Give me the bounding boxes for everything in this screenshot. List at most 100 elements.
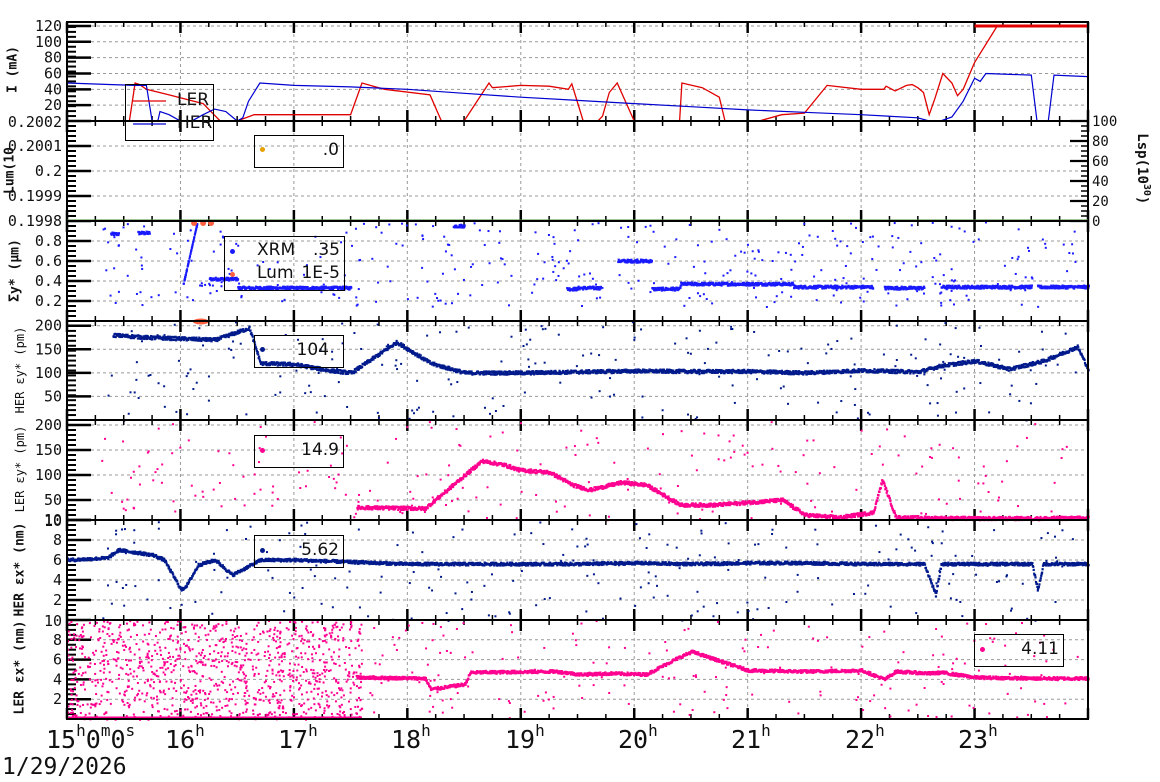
legend-sigma: XRM .35 Lum 1E-5: [224, 236, 345, 291]
y2label-lsp: Lsp(1030): [1134, 133, 1152, 205]
x-tick-16h: 16h: [165, 721, 205, 754]
x-tick-18h: 18h: [391, 721, 431, 754]
y-tick-her_ex: 8: [53, 531, 62, 549]
y-tick-ler_ex: 2: [53, 690, 62, 708]
y-tick-current: 40: [44, 80, 62, 98]
y2-tick: 60: [1092, 154, 1109, 170]
ylabel-sigma: Σy* (μm): [7, 239, 23, 302]
legend-xrm-name: XRM: [257, 240, 296, 260]
y-tick-her_ey: 100: [35, 364, 62, 382]
legend-ler-label: LER: [177, 90, 210, 110]
y-tick-ler_ex: 8: [53, 631, 62, 649]
x-tick-19h: 19h: [505, 721, 545, 754]
y2-tick: 40: [1092, 174, 1109, 190]
lum-marker-icon: [230, 272, 235, 277]
legend-lum: .0: [254, 135, 344, 168]
legend-current: LER HER: [125, 84, 214, 141]
ler-ey-marker-icon: [260, 448, 265, 453]
ler-ex-marker-icon: [980, 647, 985, 652]
panel-frame: [66, 21, 1089, 122]
ylabel-ler-ex: LER εx* (nm): [12, 620, 28, 715]
panel-ler_ey: [65, 419, 1090, 522]
series-her: [66, 72, 1089, 122]
y-tick-sigma: 0.4: [35, 272, 62, 290]
y-tick-ler_ex: 10: [44, 612, 62, 630]
y-tick-lum: 0.2: [35, 162, 62, 180]
y-tick-her_ey: 150: [35, 340, 62, 358]
legend-ler-ey-value: 14.9: [301, 440, 339, 460]
y-tick-sigma: 0.6: [35, 252, 62, 270]
legend-lum-value: .0: [322, 140, 339, 160]
y-tick-lum: 0.2001: [8, 137, 62, 155]
y-tick-current: 20: [44, 96, 62, 114]
y-tick-lum: 0.1998: [8, 212, 62, 230]
y-tick-her_ey: 200: [35, 317, 62, 335]
ylabel-current: I (mA): [5, 46, 21, 93]
panel-frame: [66, 419, 1089, 521]
x-axis-date: 1/29/2026: [2, 754, 127, 780]
y-tick-current: 120: [35, 17, 62, 35]
legend-xrm-value: .35: [312, 240, 340, 260]
y-tick-her_ex: 4: [53, 571, 62, 589]
y-tick-her_ey: 50: [44, 387, 62, 405]
legend-current-lines: [133, 100, 166, 125]
y-tick-ler_ey: 10: [44, 511, 62, 529]
panel-sigma: [65, 220, 1090, 325]
legend-lum2-name: Lum: [257, 263, 294, 283]
y-tick-sigma: 0.8: [35, 232, 62, 250]
her-ex-marker-icon: [260, 548, 265, 553]
y-tick-her_ex: 2: [53, 591, 62, 609]
y-tick-ler_ey: 50: [44, 491, 62, 509]
panel-frame: [66, 220, 1089, 322]
panel-frame: [66, 619, 1089, 720]
ylabel-her-ey: HER εy* (pm): [13, 326, 27, 414]
legend-her-ex: 5.62: [254, 535, 344, 568]
y-tick-current: 60: [44, 64, 62, 82]
y2-tick: 20: [1092, 194, 1109, 210]
ylabel-ler-ey: LER εy* (pm): [13, 425, 27, 513]
y2-tick: 80: [1092, 134, 1109, 150]
legend-lum2-value: 1E-5: [301, 263, 340, 283]
legend-her-label: HER: [177, 113, 213, 133]
x-tick-21h: 21h: [731, 721, 771, 754]
y-tick-ler_ex: 6: [53, 651, 62, 669]
panel-her_ey: [65, 320, 1090, 422]
y-tick-ler_ey: 200: [35, 416, 62, 434]
y-tick-her_ex: 6: [53, 551, 62, 569]
x-tick-22h: 22h: [845, 721, 885, 754]
x-tick-17h: 17h: [278, 721, 318, 754]
y2label-lsp-exponent: 30: [1140, 183, 1152, 196]
x-tick-23h: 23h: [958, 721, 998, 754]
ylabel-her-ex: HER εx* (nm): [12, 522, 28, 617]
y-tick-current: 100: [35, 33, 62, 51]
y-tick-lum: 0.2002: [8, 113, 62, 131]
ylabel-lum: Lum(10: [3, 136, 18, 206]
legend-her-ex-value: 5.62: [301, 540, 339, 560]
legend-her-ey-value: 104: [296, 340, 329, 360]
legend-ler-ex: 4.11: [974, 634, 1064, 667]
x-tick-20h: 20h: [618, 721, 658, 754]
y-tick-her_ex: 10: [44, 512, 62, 530]
panel-current: [65, 21, 1090, 122]
lum-marker-icon: [260, 147, 265, 152]
ylabel-lum-text: Lum(10: [2, 147, 18, 194]
y-tick-sigma: 0.2: [35, 292, 62, 310]
legend-her-ey: 104: [254, 335, 344, 368]
x-tick-start: 15h0m0s: [46, 721, 136, 754]
y-tick-ler_ey: 100: [35, 466, 62, 484]
y2label-lsp-text: Lsp(10: [1134, 133, 1151, 184]
panel-ler_ex: [65, 618, 1090, 721]
panel-her_ex: [65, 518, 1090, 622]
y-tick-ler_ey: 150: [35, 441, 62, 459]
series-ler: [67, 25, 1088, 122]
y2-tick: 100: [1092, 114, 1117, 130]
y-tick-lum: 0.1999: [8, 187, 62, 205]
y-tick-ler_ex: 4: [53, 670, 62, 688]
panel-frame: [66, 519, 1089, 621]
legend-ler-ex-value: 4.11: [1021, 639, 1059, 659]
legend-ler-ey: 14.9: [254, 435, 344, 468]
panel-lum: [65, 119, 1090, 223]
xrm-marker-icon: [230, 249, 235, 254]
y2-tick: 0: [1092, 214, 1100, 230]
